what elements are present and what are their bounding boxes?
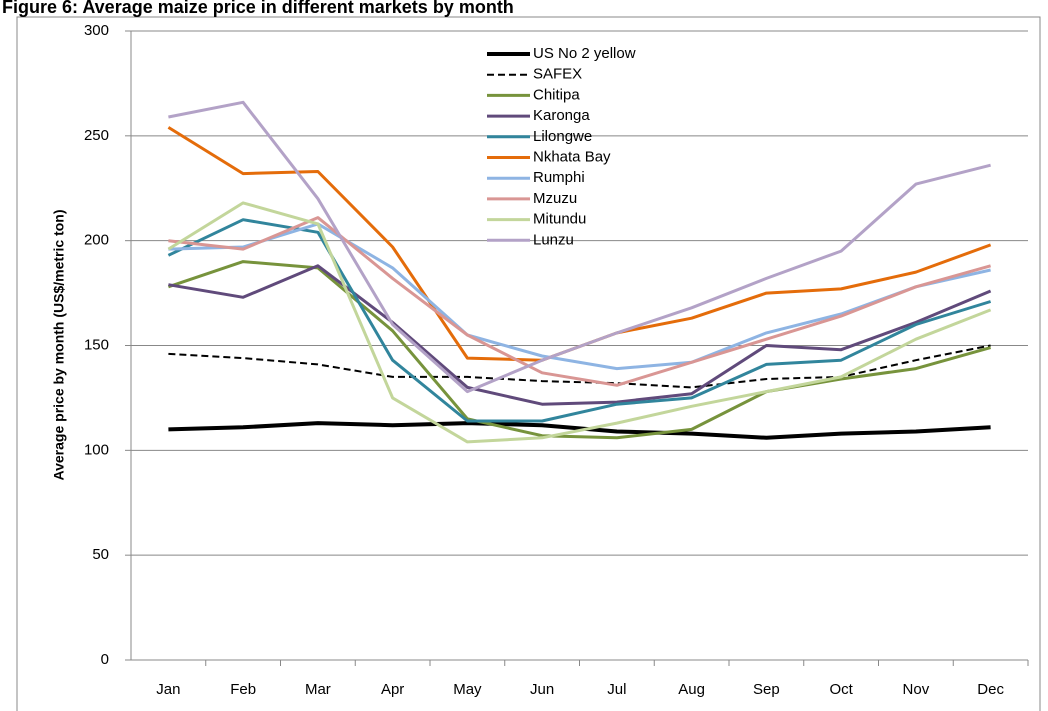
y-tick-label: 300 (84, 22, 109, 39)
legend-label: Rumphi (533, 169, 585, 186)
y-axis-label: Average price by month (US$/metric ton) (51, 210, 67, 481)
legend-label: Karonga (533, 107, 590, 124)
series-line (167, 218, 992, 423)
legend-label: Mzuzu (533, 190, 577, 207)
x-tick-label: May (453, 681, 482, 698)
x-tick-label: Jan (156, 681, 180, 698)
legend-label: Lilongwe (533, 128, 592, 145)
x-tick-label: Dec (977, 681, 1004, 698)
chart-frame (16, 16, 1041, 711)
x-tick-label: Nov (903, 681, 930, 698)
y-tick-label: 100 (84, 441, 109, 458)
x-tick-label: Jul (607, 681, 626, 698)
series-line (168, 222, 991, 371)
y-tick-label: 0 (101, 651, 109, 668)
y-tick-label: 250 (84, 127, 109, 144)
x-tick-label: Sep (753, 681, 780, 698)
series-line (167, 201, 992, 444)
series-line (168, 216, 992, 387)
y-tick-label: 50 (92, 546, 109, 563)
x-tick-label: Mar (305, 681, 331, 698)
x-tick-label: Apr (381, 681, 404, 698)
legend-label: Lunzu (533, 231, 574, 248)
series-line (168, 100, 991, 394)
legend-label: Chitipa (533, 86, 580, 103)
series-line (168, 344, 991, 389)
legend-label: Mitundu (533, 211, 586, 228)
series-line (167, 260, 992, 440)
legend-label: Nkhata Bay (533, 148, 611, 165)
x-tick-label: Jun (530, 681, 554, 698)
series-line (168, 421, 991, 440)
y-tick-label: 150 (84, 336, 109, 353)
x-tick-label: Aug (678, 681, 705, 698)
legend-label: US No 2 yellow (533, 45, 636, 62)
x-tick-label: Feb (230, 681, 256, 698)
chart-title: Figure 6: Average maize price in differe… (2, 0, 514, 17)
x-tick-label: Oct (829, 681, 853, 698)
y-tick-label: 200 (84, 232, 109, 249)
legend-label: SAFEX (533, 66, 582, 83)
series-line (168, 264, 992, 406)
